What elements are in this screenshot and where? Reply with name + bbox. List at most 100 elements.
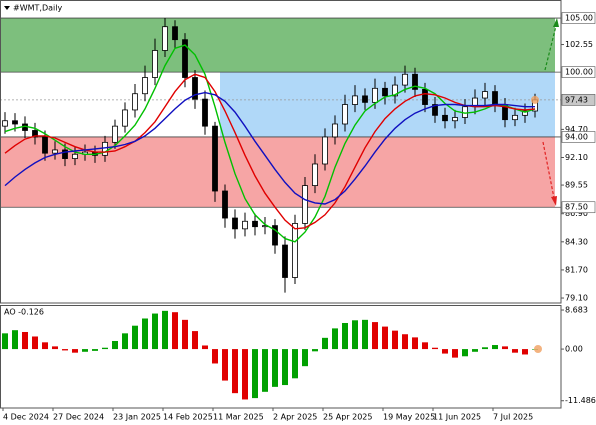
ao-bar xyxy=(322,337,328,350)
marker xyxy=(531,95,539,104)
candle-body xyxy=(192,77,198,100)
level-label: 105.00 xyxy=(565,14,593,23)
ao-bar xyxy=(172,312,178,350)
candle-body xyxy=(122,109,128,127)
ao-bar xyxy=(112,340,118,350)
moving-average xyxy=(4,73,536,230)
x-tick-label: 11 Jun 2025 xyxy=(433,413,481,422)
candle-body xyxy=(142,77,148,95)
candle-body xyxy=(302,185,308,224)
candle-body xyxy=(162,26,168,51)
candle-body xyxy=(202,98,208,127)
ao-bar xyxy=(472,349,478,352)
candle-body xyxy=(462,106,468,118)
ao-bar xyxy=(52,346,58,350)
candle-body xyxy=(252,220,258,228)
ao-bar xyxy=(92,349,98,351)
y-tick-label: 102.55 xyxy=(565,40,593,49)
candle-body xyxy=(282,244,288,278)
ao-bar xyxy=(292,349,298,379)
ao-bar xyxy=(442,349,448,354)
candle-body xyxy=(362,95,368,103)
candle-body xyxy=(102,141,108,156)
ao-bar xyxy=(492,345,498,350)
down-arrowhead xyxy=(551,196,557,206)
ao-bar xyxy=(522,349,528,355)
ao-bar xyxy=(42,342,48,350)
ao-bar xyxy=(232,349,238,394)
ao-bar xyxy=(102,347,108,350)
candle-body xyxy=(422,88,428,105)
ao-bar xyxy=(422,342,428,350)
ao-bar xyxy=(452,349,458,358)
plot: 102.55 94.70 92.10 89.55 86.90 84.30 81.70 79.1… xyxy=(2,12,596,422)
candle-body xyxy=(512,114,518,121)
level-label: 97.43 xyxy=(565,95,588,104)
candle-body xyxy=(432,104,438,116)
menu-triangle[interactable] xyxy=(4,6,10,10)
ao-bar xyxy=(162,310,168,350)
y-tick-label: 0.00 xyxy=(565,345,583,354)
level-label-box xyxy=(561,66,596,78)
y-tick-label: 84.30 xyxy=(565,237,588,246)
x-tick-label: 2 Apr 2025 xyxy=(273,413,317,422)
ao-bar xyxy=(502,346,508,350)
candle-body xyxy=(382,87,388,97)
ao-bar xyxy=(22,331,28,350)
ao-bar xyxy=(152,313,158,350)
candle-body xyxy=(62,149,68,159)
ao-bar xyxy=(482,347,488,350)
ao-bar xyxy=(312,349,318,352)
candle-body xyxy=(352,95,358,105)
candle-body xyxy=(322,136,328,165)
ao-bar xyxy=(382,326,388,350)
y-tick-label: 94.70 xyxy=(565,125,588,134)
candle-body xyxy=(132,93,138,111)
ao-bar xyxy=(272,349,278,387)
candle-body xyxy=(272,225,278,246)
ao-bar xyxy=(362,319,368,350)
candle-body xyxy=(312,163,318,187)
candle-body xyxy=(482,91,488,99)
x-tick-label: 7 Jul 2025 xyxy=(493,413,533,422)
ao-bar xyxy=(202,345,208,350)
candle-body xyxy=(212,125,218,192)
ao-bar xyxy=(342,322,348,350)
ao-bar xyxy=(282,349,288,386)
indicator-label: AO -0.126 xyxy=(4,308,44,317)
x-tick-label: 11 Mar 2025 xyxy=(213,413,264,422)
ao-bar xyxy=(402,334,408,350)
candle-body xyxy=(342,104,348,125)
y-tick-label: 86.90 xyxy=(565,209,588,218)
level-label: 94.00 xyxy=(565,132,588,141)
ao-bar xyxy=(462,349,468,357)
level-label-box xyxy=(561,131,596,143)
y-tick-label: 81.70 xyxy=(565,265,588,274)
y-tick-label: 8.683 xyxy=(565,306,588,315)
level-label: 100.00 xyxy=(565,68,593,77)
candle-body xyxy=(72,153,78,159)
up-arrow xyxy=(544,25,557,71)
up-arrowhead xyxy=(553,18,559,27)
zones xyxy=(0,17,561,208)
ao-bar xyxy=(12,330,18,350)
candle-body xyxy=(372,87,378,103)
x-tick-label: 4 Dec 2024 xyxy=(3,413,49,422)
candle-body xyxy=(112,125,118,143)
y-tick-label: -11.486 xyxy=(565,396,596,405)
candle-body xyxy=(412,73,418,90)
main-frame xyxy=(0,0,562,304)
ao-bar xyxy=(32,336,38,350)
ao-bar xyxy=(512,349,518,353)
sub-frame xyxy=(0,305,562,409)
x-tick-label: 27 Dec 2024 xyxy=(53,413,104,422)
candle-body xyxy=(392,84,398,97)
ao-bar xyxy=(62,349,68,351)
ao-bar xyxy=(412,337,418,350)
candle-body xyxy=(402,73,408,86)
ao-bar xyxy=(2,333,8,350)
candle-body xyxy=(12,120,18,125)
candle-body xyxy=(492,91,498,105)
